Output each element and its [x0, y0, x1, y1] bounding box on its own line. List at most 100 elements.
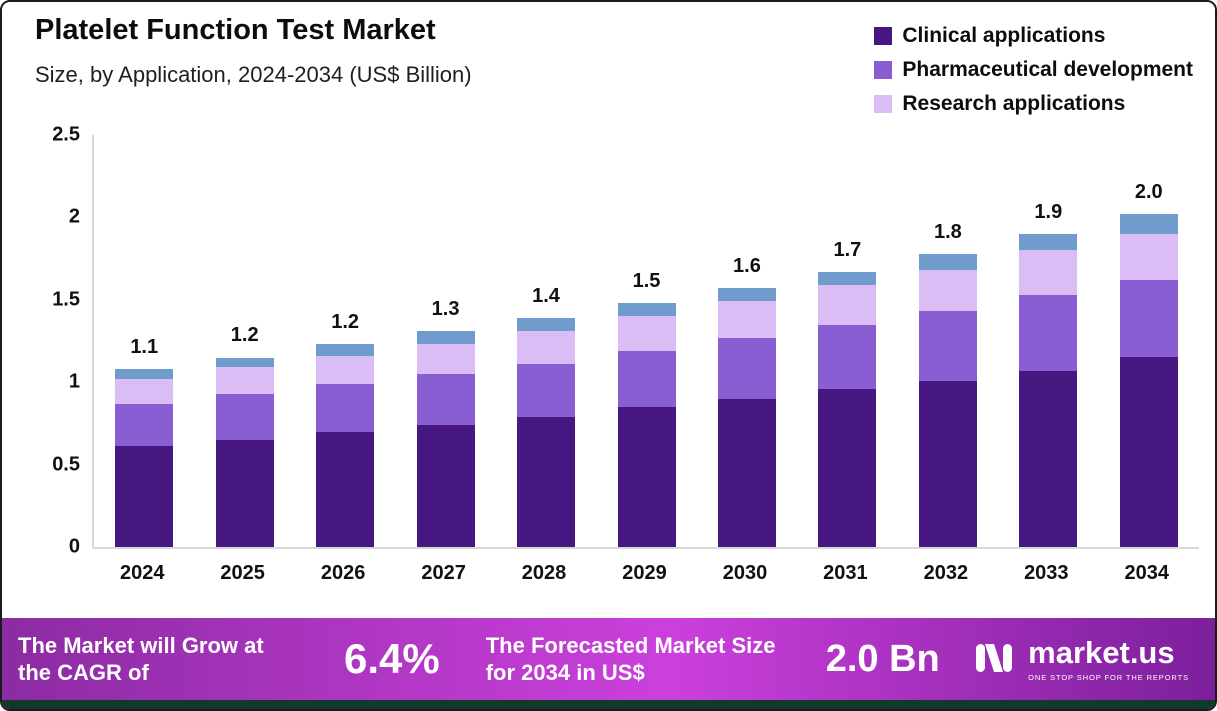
bar-segment — [115, 378, 174, 404]
bar-segment — [1019, 370, 1078, 547]
bar-value-label: 2.0 — [1134, 181, 1163, 204]
forecast-text: The Forecasted Market Size for 2034 in U… — [485, 632, 776, 686]
legend: Clinical applications Pharmaceutical deve… — [874, 24, 1193, 116]
bar-segment — [215, 393, 274, 440]
y-tick-label: 0 — [68, 535, 80, 558]
bar-segment — [115, 403, 174, 447]
bar-segment — [316, 431, 375, 547]
bar-segment — [617, 406, 676, 547]
legend-item: Research applications — [874, 92, 1193, 116]
market-us-logo: market.us ONE STOP SHOP FOR THE REPORTS — [972, 637, 1189, 682]
bar-segment — [517, 317, 576, 332]
bar-segment — [115, 369, 174, 379]
bar-segment — [1019, 233, 1078, 251]
bar-segment — [416, 331, 475, 345]
y-tick-label: 1 — [68, 370, 80, 393]
cagr-text: The Market will Grow at the CAGR of — [18, 632, 264, 686]
bar-segment — [617, 316, 676, 351]
bottom-strip — [2, 700, 1215, 709]
logo-name: market.us — [1028, 634, 1175, 670]
y-tick-label: 1.5 — [52, 288, 80, 311]
bar-value-label: 1.9 — [1034, 200, 1063, 223]
bar-segment — [818, 271, 877, 285]
x-axis-label: 2031 — [823, 562, 868, 584]
bar-segment — [215, 357, 274, 368]
legend-swatch — [874, 95, 893, 113]
bar-segment — [316, 344, 375, 356]
x-axis-labels: 2024 2025 2026 2027 2028 2029 2030 2031 2032 2033… — [92, 562, 1197, 592]
bar-2032 — [918, 253, 977, 547]
bar-segment — [1019, 250, 1078, 295]
bar-value-label: 1.4 — [532, 284, 560, 307]
bottom-banner: The Market will Grow at the CAGR of 6.4%… — [2, 618, 1215, 700]
bar-segment — [517, 331, 576, 365]
legend-label: Research applications — [902, 92, 1126, 115]
x-axis-label: 2028 — [521, 562, 567, 584]
bar-segment — [1119, 280, 1178, 358]
x-axis-label: 2034 — [1124, 562, 1170, 584]
bar-segment — [918, 311, 977, 381]
chart-subtitle: Size, by Application, 2024-2034 (US$ Bil… — [35, 62, 472, 87]
bar-2030 — [717, 288, 776, 547]
legend-swatch — [874, 27, 893, 45]
logo-tagline: ONE STOP SHOP FOR THE REPORTS — [1028, 672, 1189, 682]
bar-2031 — [818, 271, 877, 547]
bar-2029 — [617, 303, 676, 547]
bar-2033 — [1019, 233, 1078, 547]
bar-segment — [818, 388, 877, 547]
forecast-value: 2.0 Bn — [825, 637, 940, 680]
bar-segment — [918, 253, 977, 271]
bar-segment — [316, 355, 375, 384]
bar-segment — [717, 337, 776, 399]
bar-2024 — [115, 369, 174, 547]
bar-value-label: 1.7 — [833, 238, 862, 261]
legend-label: Pharmaceutical development — [902, 58, 1193, 81]
bar-value-label: 1.2 — [230, 324, 259, 347]
bar-2025 — [215, 357, 274, 547]
bar-segment — [1019, 294, 1078, 371]
bar-segment — [215, 367, 274, 394]
bar-segment — [1119, 233, 1178, 281]
bar-segment — [717, 288, 776, 302]
x-axis-label: 2032 — [923, 562, 969, 584]
bar-2034 — [1119, 214, 1178, 547]
legend-item: Clinical applications — [874, 24, 1193, 48]
bar-value-label: 1.6 — [733, 255, 761, 278]
bar-segment — [416, 373, 475, 426]
bar-value-label: 1.5 — [632, 270, 661, 293]
bar-segment — [818, 324, 877, 389]
x-axis-label: 2026 — [320, 562, 366, 584]
x-axis-label: 2030 — [722, 562, 768, 584]
page-title: Platelet Function Test Market — [35, 14, 436, 46]
cagr-value: 6.4% — [344, 635, 440, 682]
bar-segment — [215, 439, 274, 547]
bar-segment — [717, 398, 776, 547]
bar-segment — [517, 364, 576, 417]
bar-value-label: 1.3 — [431, 298, 460, 321]
bar-value-label: 1.8 — [933, 220, 962, 243]
chart-area: Platelet Function Test Market Size, by A… — [2, 2, 1215, 618]
bar-segment — [617, 303, 676, 317]
bar-segment — [818, 284, 877, 325]
x-axis-label: 2029 — [622, 562, 667, 584]
legend-label: Clinical applications — [902, 24, 1106, 47]
y-axis: 2.5 2 1.5 1 0.5 0 — [2, 124, 80, 558]
logo-text-wrap: market.us ONE STOP SHOP FOR THE REPORTS — [1028, 637, 1189, 682]
bar-segment — [416, 344, 475, 374]
bar-2027 — [416, 331, 475, 547]
bar-segment — [517, 416, 576, 547]
bar-segment — [918, 270, 977, 312]
bar-2026 — [316, 344, 375, 547]
bar-segment — [918, 380, 977, 547]
bar-value-label: 1.1 — [130, 336, 159, 359]
x-axis-label: 2033 — [1024, 562, 1069, 584]
bar-segment — [1119, 214, 1178, 234]
bar-segment — [717, 301, 776, 338]
bar-segment — [115, 446, 174, 547]
bar-segment — [617, 350, 676, 407]
legend-swatch — [874, 61, 893, 79]
x-axis-label: 2024 — [119, 562, 165, 584]
bar-2028 — [517, 317, 576, 547]
plot-area: 1.1 1.2 1.2 1.3 1.4 1.5 1.6 1.7 1.8 1.9 2.0 — [92, 135, 1199, 549]
